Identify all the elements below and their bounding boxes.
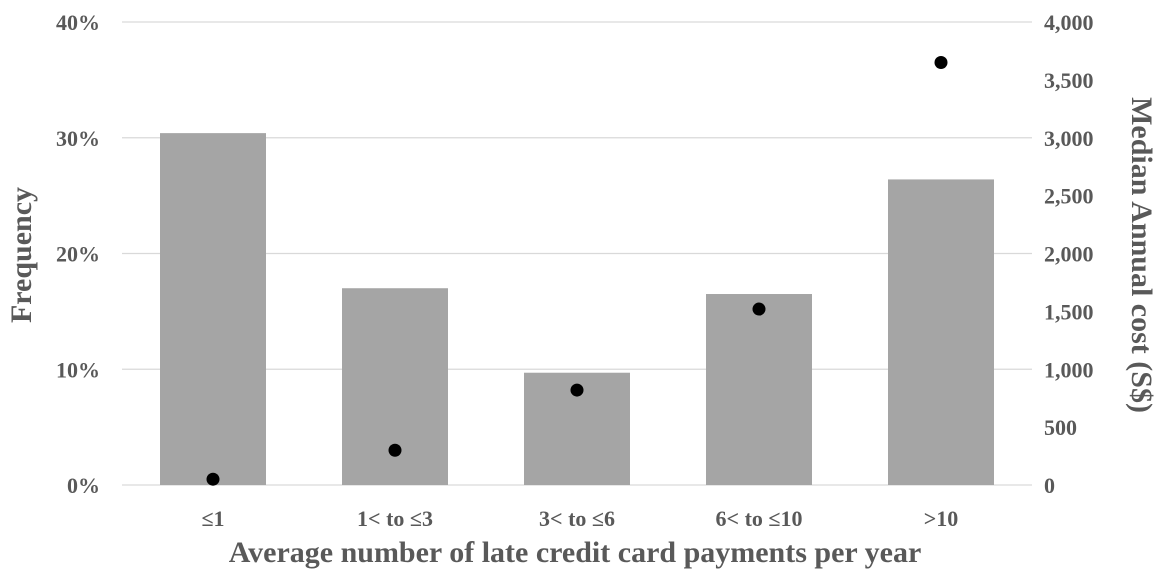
y-tick-label: 20% (56, 242, 100, 267)
left-axis-ticks: 0% 10% 20% 30% 40% (56, 10, 100, 498)
y2-tick-label: 1,500 (1044, 299, 1094, 324)
bar-series (160, 133, 994, 486)
data-point (206, 472, 220, 486)
x-tick-label: >10 (924, 506, 959, 531)
data-point (934, 56, 948, 70)
y-tick-label: 0% (67, 473, 100, 498)
y2-tick-label: 500 (1044, 415, 1077, 440)
x-tick-label: 1< to ≤3 (357, 506, 433, 531)
y2-tick-label: 0 (1044, 473, 1055, 498)
data-point (570, 383, 584, 397)
y2-tick-label: 1,000 (1044, 357, 1094, 382)
data-point (752, 302, 766, 316)
y2-tick-label: 3,500 (1044, 68, 1094, 93)
bar (888, 179, 994, 486)
y-tick-label: 40% (56, 10, 100, 35)
y-axis-title: Frequency (5, 187, 38, 323)
x-tick-label: ≤1 (201, 506, 224, 531)
y-tick-label: 30% (56, 126, 100, 151)
y2-axis-title: Median Annual cost (S$) (1125, 97, 1156, 413)
y2-tick-label: 4,000 (1044, 10, 1094, 35)
x-tick-label: 6< to ≤10 (716, 506, 803, 531)
x-tick-label: 3< to ≤6 (539, 506, 615, 531)
gridlines (122, 21, 1032, 486)
x-axis-ticks: ≤1 1< to ≤3 3< to ≤6 6< to ≤10 >10 (201, 506, 958, 531)
y-tick-label: 10% (56, 357, 100, 382)
bar (160, 133, 266, 485)
x-axis-title: Average number of late credit card payme… (229, 536, 922, 569)
y2-tick-label: 2,000 (1044, 242, 1094, 267)
scatter-series (206, 56, 948, 486)
right-axis-ticks: 0 500 1,000 1,500 2,000 2,500 3,000 3,500 4,000 (1044, 10, 1094, 498)
y2-tick-label: 2,500 (1044, 184, 1094, 209)
y2-tick-label: 3,000 (1044, 126, 1094, 151)
bar (706, 294, 812, 485)
data-point (388, 443, 402, 457)
